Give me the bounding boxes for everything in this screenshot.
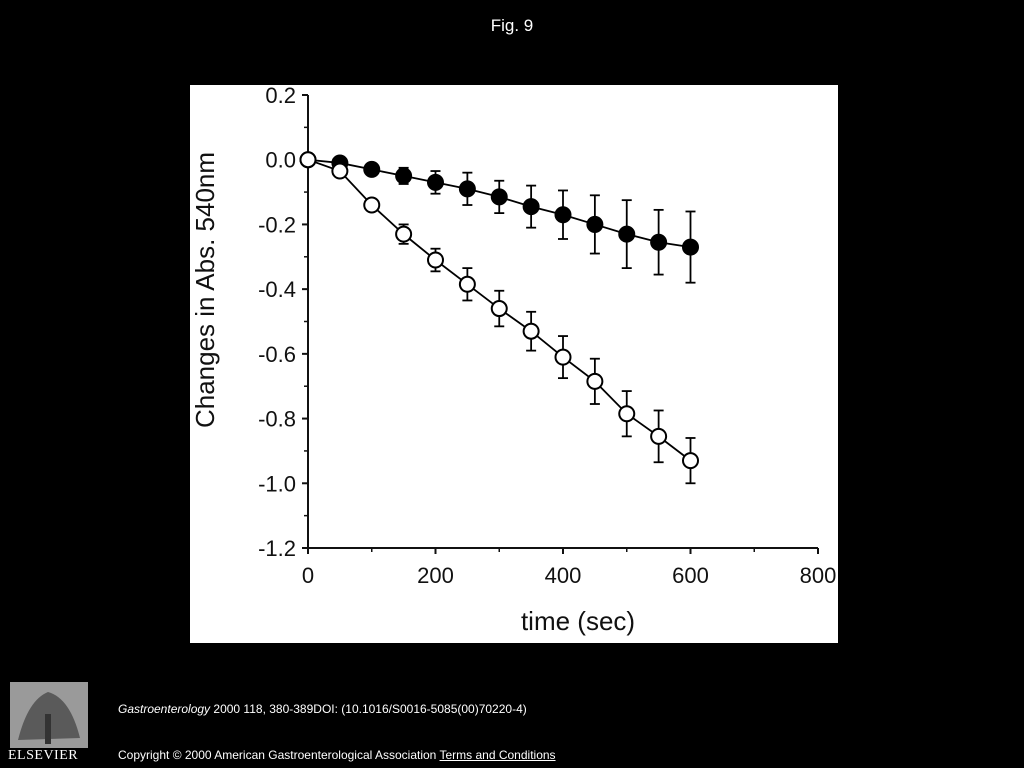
y-tick-label: 0.0 — [265, 148, 296, 173]
marker — [395, 225, 413, 243]
marker — [331, 162, 349, 180]
terms-link[interactable]: Terms and Conditions — [439, 748, 556, 762]
marker — [618, 225, 636, 243]
x-tick-label: 600 — [672, 563, 709, 588]
marker — [650, 427, 668, 445]
marker — [586, 215, 604, 233]
marker — [363, 196, 381, 214]
figure-panel — [190, 85, 838, 643]
x-tick-label: 200 — [417, 563, 454, 588]
logo-text: ELSEVIER — [8, 748, 79, 763]
marker — [554, 206, 572, 224]
marker — [650, 233, 668, 251]
y-tick-label: -1.0 — [258, 471, 296, 496]
marker — [682, 452, 699, 470]
x-tick-label: 400 — [545, 563, 582, 588]
copyright: Copyright © 2000 American Gastroenterolo… — [118, 748, 437, 762]
copyright-line: Copyright © 2000 American Gastroenterolo… — [118, 748, 556, 762]
marker — [682, 238, 699, 256]
marker — [618, 405, 636, 423]
x-tick-label: 0 — [302, 563, 314, 588]
marker — [522, 322, 540, 340]
marker — [363, 160, 381, 178]
marker — [458, 180, 476, 198]
marker — [522, 198, 540, 216]
marker — [490, 300, 508, 318]
marker — [299, 151, 317, 169]
y-tick-label: -0.4 — [258, 277, 296, 302]
journal: Gastroenterology — [118, 702, 211, 716]
citation-text: 2000 118, 380-389DOI: (10.1016/S0016-508… — [213, 702, 527, 716]
marker — [586, 372, 604, 390]
y-tick-label: -0.8 — [258, 407, 296, 432]
y-axis-label: Changes in Abs. 540nm — [190, 152, 220, 428]
elsevier-logo — [10, 682, 88, 748]
chart: time (sec) Changes in Abs. 540nm -1.2 -1.… — [190, 83, 838, 643]
marker — [554, 348, 572, 366]
x-tick-label: 800 — [800, 563, 837, 588]
slide-title: Fig. 9 — [490, 16, 534, 35]
y-tick-label: -0.6 — [258, 342, 296, 367]
marker — [458, 275, 476, 293]
citation: Gastroenterology 2000 118, 380-389DOI: (… — [118, 702, 527, 716]
marker — [427, 251, 444, 269]
y-tick-label: -0.2 — [258, 212, 296, 237]
y-tick-label: 0.2 — [265, 83, 296, 108]
marker — [427, 173, 444, 191]
y-tick-label: -1.2 — [258, 536, 296, 561]
marker — [490, 188, 508, 206]
marker — [395, 167, 413, 185]
x-axis-label: time (sec) — [521, 606, 635, 636]
